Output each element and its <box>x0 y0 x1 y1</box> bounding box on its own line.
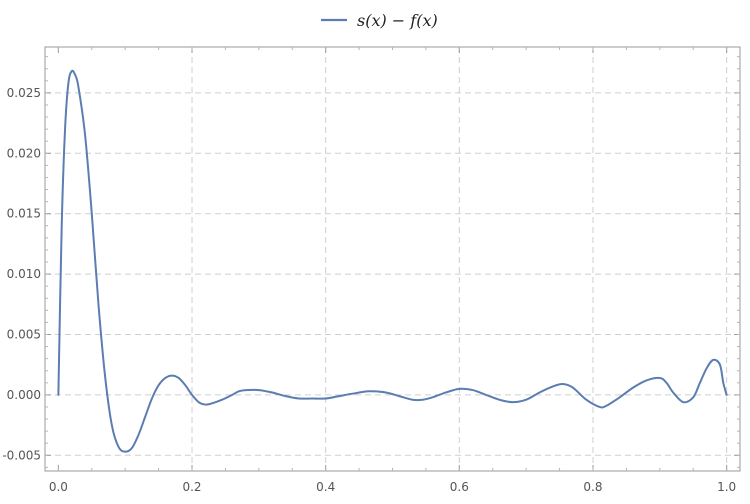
x-tick-label: 0.6 <box>450 480 469 494</box>
x-tick-label: 1.0 <box>717 480 736 494</box>
grid-lines <box>45 47 740 471</box>
y-tick-label: 0.015 <box>7 207 41 221</box>
y-tick-label: 0.005 <box>7 327 41 341</box>
y-tick-label: 0.025 <box>7 86 41 100</box>
x-tick-label: 0.4 <box>316 480 335 494</box>
series-line-0 <box>57 69 728 453</box>
y-tick-label: 0.000 <box>7 388 41 402</box>
x-tick-label: 0.8 <box>583 480 602 494</box>
axis-ticks: 0.0 0.2 0.4 0.6 0.8 1.0 -0.005 0.000 0.005 0.010 0… <box>2 47 740 494</box>
series-layer <box>57 69 728 453</box>
y-tick-label: 0.020 <box>7 146 41 160</box>
x-tick-label: 0.0 <box>49 480 68 494</box>
y-tick-label: -0.005 <box>2 448 41 462</box>
y-tick-label: 0.010 <box>7 267 41 281</box>
legend: s(x) − f(x) <box>321 11 438 30</box>
x-tick-label: 0.2 <box>182 480 201 494</box>
legend-label: s(x) − f(x) <box>357 11 438 30</box>
